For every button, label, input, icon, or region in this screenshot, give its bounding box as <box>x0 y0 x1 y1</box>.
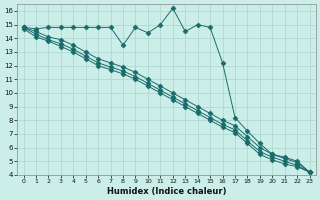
X-axis label: Humidex (Indice chaleur): Humidex (Indice chaleur) <box>107 187 226 196</box>
